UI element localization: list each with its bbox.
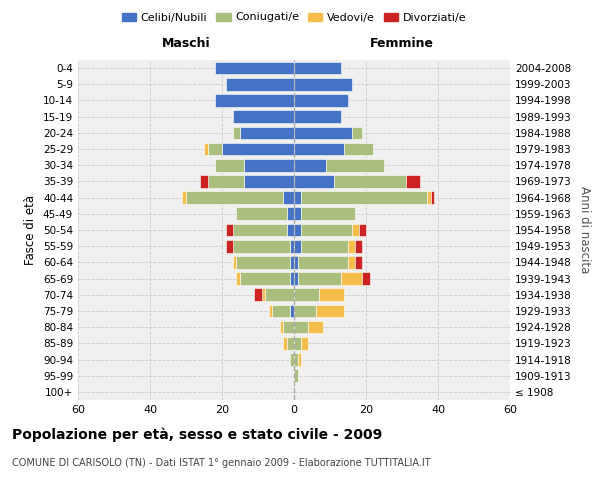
Bar (427, 192, 431, 204)
Bar (265, 288, 294, 301)
Bar (208, 142, 222, 156)
Bar (294, 272, 298, 285)
Bar (298, 353, 301, 366)
Bar (294, 110, 341, 123)
Bar (294, 256, 298, 268)
Bar (290, 304, 294, 318)
Bar (233, 224, 287, 236)
Bar (294, 337, 301, 349)
Y-axis label: Anni di nascita: Anni di nascita (578, 186, 591, 274)
Bar (290, 240, 294, 252)
Legend: Celibi/Nubili, Coniugati/e, Vedovi/e, Divorziati/e: Celibi/Nubili, Coniugati/e, Vedovi/e, Di… (118, 8, 470, 27)
Y-axis label: Fasce di età: Fasce di età (25, 195, 37, 265)
Bar (236, 208, 287, 220)
Bar (294, 142, 344, 156)
Bar (215, 159, 244, 172)
Bar (287, 208, 294, 220)
Bar (298, 272, 341, 285)
Bar (352, 126, 362, 139)
Bar (186, 192, 283, 204)
Bar (355, 256, 362, 268)
Bar (287, 224, 294, 236)
Bar (244, 159, 294, 172)
Bar (294, 353, 298, 366)
Bar (290, 256, 294, 268)
Bar (262, 288, 265, 301)
Bar (215, 94, 294, 107)
Bar (301, 208, 355, 220)
Bar (334, 175, 406, 188)
Bar (236, 256, 290, 268)
Bar (254, 288, 262, 301)
Bar (283, 337, 287, 349)
Bar (294, 321, 308, 334)
Bar (290, 272, 294, 285)
Bar (316, 304, 344, 318)
Bar (280, 321, 283, 334)
Bar (431, 192, 434, 204)
Bar (240, 126, 294, 139)
Bar (294, 126, 352, 139)
Bar (355, 240, 362, 252)
Bar (233, 126, 240, 139)
Bar (319, 288, 344, 301)
Bar (215, 62, 294, 74)
Bar (236, 272, 240, 285)
Bar (294, 94, 348, 107)
Bar (294, 208, 301, 220)
Text: Popolazione per età, sesso e stato civile - 2009: Popolazione per età, sesso e stato civil… (12, 428, 382, 442)
Bar (326, 159, 384, 172)
Bar (298, 256, 348, 268)
Bar (272, 304, 290, 318)
Bar (294, 304, 316, 318)
Bar (226, 240, 233, 252)
Bar (204, 142, 208, 156)
Bar (222, 142, 294, 156)
Bar (308, 321, 323, 334)
Bar (294, 370, 298, 382)
Bar (200, 175, 208, 188)
Bar (269, 304, 272, 318)
Bar (341, 272, 362, 285)
Text: Femmine: Femmine (370, 38, 434, 51)
Bar (352, 224, 359, 236)
Bar (301, 240, 348, 252)
Bar (208, 175, 244, 188)
Bar (226, 78, 294, 90)
Bar (301, 192, 427, 204)
Bar (283, 321, 294, 334)
Bar (233, 256, 236, 268)
Bar (294, 175, 334, 188)
Bar (301, 224, 352, 236)
Bar (182, 192, 186, 204)
Bar (283, 192, 294, 204)
Bar (294, 159, 326, 172)
Text: COMUNE DI CARISOLO (TN) - Dati ISTAT 1° gennaio 2009 - Elaborazione TUTTITALIA.I: COMUNE DI CARISOLO (TN) - Dati ISTAT 1° … (12, 458, 431, 468)
Bar (362, 272, 370, 285)
Bar (244, 175, 294, 188)
Bar (294, 240, 301, 252)
Bar (359, 224, 366, 236)
Bar (348, 240, 355, 252)
Text: Maschi: Maschi (161, 38, 211, 51)
Bar (294, 192, 301, 204)
Bar (294, 78, 352, 90)
Bar (348, 256, 355, 268)
Bar (290, 353, 294, 366)
Bar (240, 272, 290, 285)
Bar (294, 224, 301, 236)
Bar (294, 62, 341, 74)
Bar (344, 142, 373, 156)
Bar (294, 288, 319, 301)
Bar (226, 224, 233, 236)
Bar (233, 240, 290, 252)
Bar (287, 337, 294, 349)
Bar (406, 175, 420, 188)
Bar (301, 337, 308, 349)
Bar (233, 110, 294, 123)
